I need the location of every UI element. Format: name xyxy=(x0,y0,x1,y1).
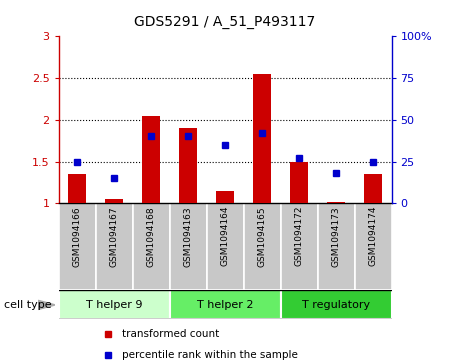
Bar xyxy=(364,174,382,203)
Bar xyxy=(58,203,95,290)
Text: GSM1094174: GSM1094174 xyxy=(369,206,378,266)
Text: cell type: cell type xyxy=(4,300,52,310)
Bar xyxy=(142,115,160,203)
Text: transformed count: transformed count xyxy=(122,329,219,339)
Bar xyxy=(280,203,318,290)
Text: GSM1094165: GSM1094165 xyxy=(257,206,266,266)
Bar xyxy=(105,199,123,203)
Bar xyxy=(170,290,280,319)
Text: GSM1094168: GSM1094168 xyxy=(147,206,156,266)
Bar xyxy=(327,201,345,203)
Bar xyxy=(207,203,243,290)
Bar xyxy=(253,74,271,203)
Bar xyxy=(243,203,280,290)
Text: T regulatory: T regulatory xyxy=(302,300,370,310)
Text: GSM1094167: GSM1094167 xyxy=(109,206,118,266)
Bar xyxy=(216,191,234,203)
Bar xyxy=(132,203,170,290)
Bar xyxy=(355,203,392,290)
Bar xyxy=(318,203,355,290)
Text: GSM1094163: GSM1094163 xyxy=(184,206,193,266)
Text: T helper 2: T helper 2 xyxy=(197,300,253,310)
Text: GSM1094172: GSM1094172 xyxy=(294,206,303,266)
Bar xyxy=(58,290,170,319)
Text: percentile rank within the sample: percentile rank within the sample xyxy=(122,350,297,360)
Bar xyxy=(290,162,308,203)
Bar xyxy=(280,290,392,319)
Text: T helper 9: T helper 9 xyxy=(86,300,142,310)
Text: GSM1094164: GSM1094164 xyxy=(220,206,230,266)
Text: GDS5291 / A_51_P493117: GDS5291 / A_51_P493117 xyxy=(135,15,315,29)
Bar xyxy=(170,203,207,290)
Bar xyxy=(68,174,86,203)
Bar xyxy=(179,128,197,203)
Bar xyxy=(95,203,132,290)
Text: GSM1094173: GSM1094173 xyxy=(332,206,341,266)
Text: GSM1094166: GSM1094166 xyxy=(72,206,81,266)
Polygon shape xyxy=(38,300,55,310)
